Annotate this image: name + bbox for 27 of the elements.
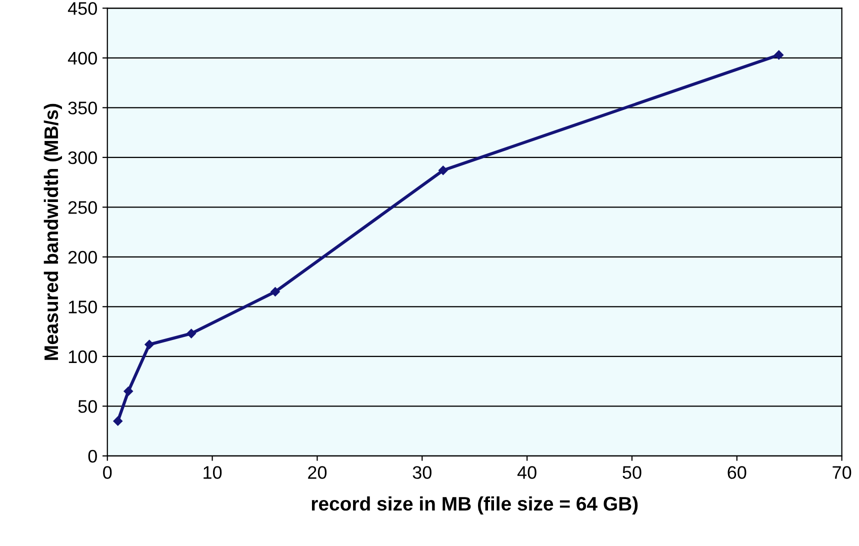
y-tick-label: 150 (68, 300, 97, 314)
point (124, 386, 133, 396)
x-tick-label: 20 (308, 466, 327, 479)
point (438, 166, 448, 175)
x-tick-label: 40 (517, 466, 536, 479)
y-tick-label: 350 (68, 102, 97, 114)
y-tick-label: 200 (68, 250, 97, 264)
x-tick-label: 0 (103, 466, 112, 479)
point (186, 328, 196, 338)
y-tick-label: 250 (68, 201, 97, 214)
point (774, 50, 784, 60)
point (270, 287, 280, 296)
y-tick-label: 400 (68, 52, 97, 65)
x-tick-label: 10 (204, 466, 222, 479)
y-tick-label: 300 (68, 151, 97, 164)
x-axis-title: record size in MB (file size = 64 GB) (312, 496, 638, 514)
y-tick-label: 450 (68, 2, 97, 15)
y-axis-title: Measured bandwidth (MB/s) (44, 104, 62, 360)
y-tick-label: 0 (88, 450, 97, 463)
point (113, 416, 122, 426)
x-tick-label: 70 (832, 466, 852, 479)
y-tick-label: 50 (78, 400, 97, 413)
x-tick-label: 30 (412, 466, 432, 479)
y-tick-label: 100 (68, 350, 97, 364)
point (144, 340, 154, 350)
x-tick-label: 50 (622, 466, 642, 479)
x-tick-label: 60 (728, 466, 746, 479)
